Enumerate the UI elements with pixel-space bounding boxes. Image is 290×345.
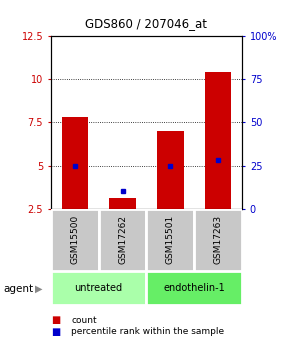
Bar [205,72,231,209]
Bar [51,271,146,305]
Text: percentile rank within the sample: percentile rank within the sample [71,327,224,336]
Text: GSM15500: GSM15500 [70,215,79,264]
Text: GSM17262: GSM17262 [118,215,127,264]
Text: count: count [71,316,97,325]
Bar [51,209,99,271]
Text: agent: agent [3,284,33,294]
Text: GSM17263: GSM17263 [214,215,223,264]
Text: ■: ■ [51,315,60,325]
Bar [157,131,184,209]
Bar [109,198,136,209]
Text: endothelin-1: endothelin-1 [164,283,225,293]
Bar [146,209,194,271]
Bar [61,117,88,209]
Text: ■: ■ [51,327,60,337]
Text: untreated: untreated [75,283,123,293]
Bar [146,271,242,305]
Bar [194,209,242,271]
Text: GDS860 / 207046_at: GDS860 / 207046_at [86,17,207,30]
Text: GSM15501: GSM15501 [166,215,175,264]
Bar [99,209,146,271]
Text: ▶: ▶ [35,284,43,294]
